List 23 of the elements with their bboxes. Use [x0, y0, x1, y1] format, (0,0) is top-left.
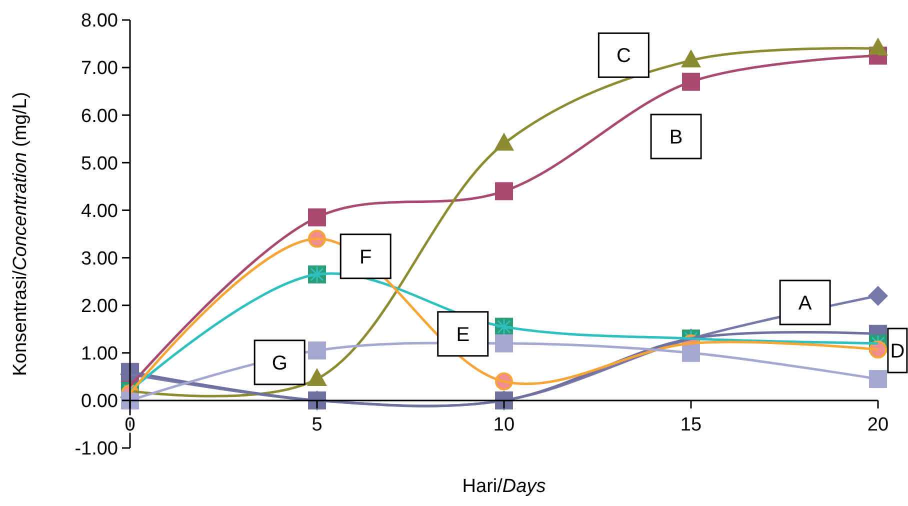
x-tick-label: 5: [312, 414, 322, 436]
y-tick-label: 4.00: [81, 200, 118, 222]
y-tick-label: 5.00: [81, 153, 118, 174]
y-tick-label: 3.00: [81, 248, 118, 270]
series-label: F: [360, 246, 372, 268]
series-label: A: [798, 292, 812, 314]
y-tick-label: -1.00: [74, 438, 118, 460]
y-tick-label: 0.00: [81, 391, 118, 412]
series-label: E: [456, 324, 470, 346]
y-axis-title: Konsentrasi/Concentration (mg/L): [10, 92, 31, 376]
x-tick-label: 10: [493, 414, 515, 436]
series-label: G: [272, 352, 288, 374]
series-label: D: [890, 340, 905, 363]
series-label: B: [669, 126, 683, 149]
series-label: C: [616, 45, 631, 68]
x-axis-title: Hari/Days: [462, 476, 546, 497]
y-tick-label: 6.00: [81, 106, 118, 127]
y-tick-label: 1.00: [81, 344, 118, 365]
y-tick-label: 8.00: [81, 10, 118, 32]
y-tick-label: 7.00: [81, 58, 118, 80]
x-tick-label: 20: [867, 414, 889, 436]
x-tick-label: 15: [680, 414, 702, 436]
y-tick-label: 2.00: [81, 296, 118, 317]
